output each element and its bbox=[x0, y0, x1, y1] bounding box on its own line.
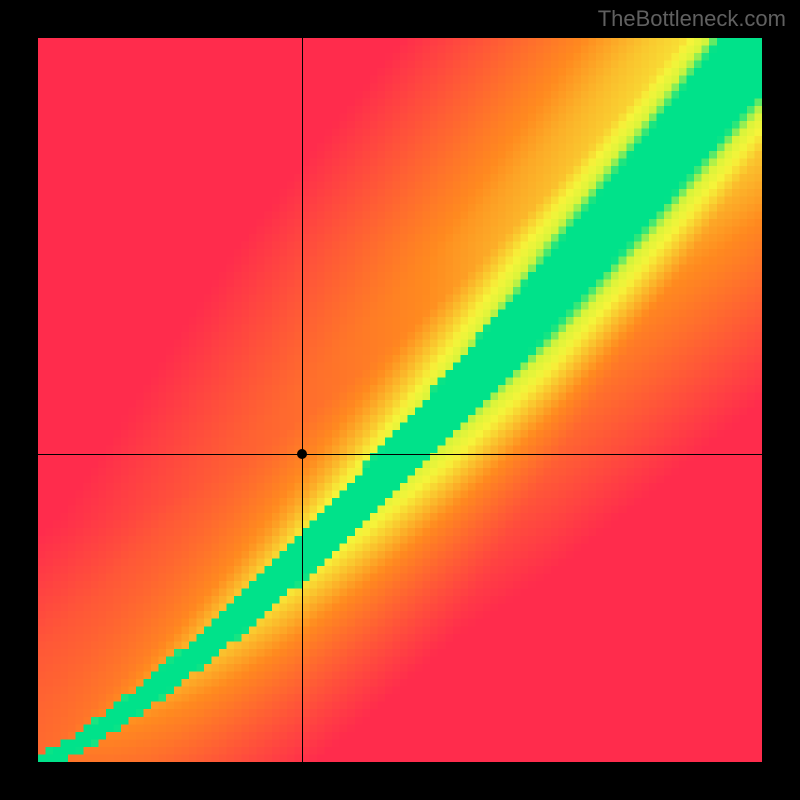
chart-container: TheBottleneck.com bbox=[0, 0, 800, 800]
crosshair-vertical bbox=[302, 38, 303, 762]
data-point-marker bbox=[297, 449, 307, 459]
watermark-text: TheBottleneck.com bbox=[598, 6, 786, 32]
heatmap-plot bbox=[38, 38, 762, 762]
crosshair-horizontal bbox=[38, 454, 762, 455]
heatmap-canvas bbox=[38, 38, 762, 762]
